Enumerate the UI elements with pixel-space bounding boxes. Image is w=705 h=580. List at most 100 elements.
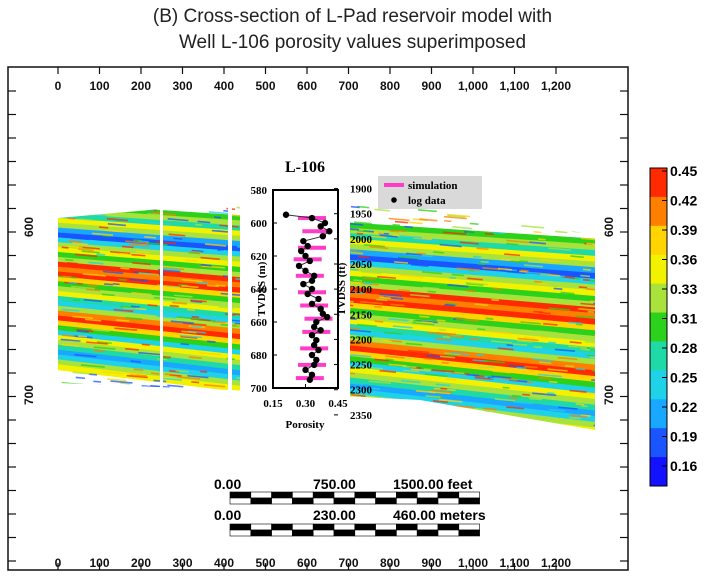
porosity-streak [73, 419, 97, 423]
porosity-streak [537, 373, 562, 378]
porosity-streak [61, 246, 69, 249]
porosity-streak [67, 217, 76, 220]
porosity-streak [422, 438, 437, 441]
porosity-streak [435, 359, 446, 363]
porosity-streak [558, 212, 576, 216]
log-data-point [321, 219, 329, 227]
porosity-streak [383, 296, 404, 300]
porosity-streak [505, 436, 525, 439]
porosity-streak [392, 234, 399, 237]
frame-x-tick-label-top: 1,000 [458, 79, 488, 93]
porosity-streak [560, 291, 575, 295]
porosity-streak [122, 274, 137, 278]
porosity-streak [492, 287, 502, 290]
porosity-streak [536, 211, 555, 215]
porosity-streak [74, 412, 83, 416]
porosity-streak [534, 280, 543, 283]
porosity-streak [233, 313, 242, 316]
porosity-streak [207, 340, 216, 343]
porosity-streak [346, 285, 367, 289]
porosity-streak [443, 215, 467, 220]
porosity-streak [358, 336, 367, 339]
porosity-streak [466, 232, 485, 236]
porosity-streak [441, 361, 449, 364]
log-data-point [302, 252, 309, 260]
scale-bar-segment [229, 529, 252, 537]
porosity-streak [562, 203, 576, 204]
porosity-streak [85, 201, 93, 203]
porosity-streak [400, 274, 424, 279]
porosity-streak [401, 357, 412, 360]
porosity-streak [66, 209, 89, 213]
log-data-point [297, 247, 305, 255]
porosity-streak [508, 364, 526, 368]
porosity-streak [61, 304, 77, 308]
porosity-streak [388, 339, 402, 343]
porosity-streak [425, 395, 441, 398]
porosity-streak [353, 432, 369, 435]
porosity-streak [561, 276, 575, 279]
porosity-streak [192, 400, 217, 405]
porosity-streak [442, 409, 456, 412]
porosity-streak [482, 266, 501, 271]
porosity-streak [497, 267, 512, 271]
porosity-streak [408, 221, 423, 225]
porosity-streak [506, 344, 514, 347]
porosity-streak [134, 404, 156, 409]
porosity-streak [410, 368, 431, 372]
scale-bar-segment [312, 523, 335, 531]
porosity-streak [399, 255, 420, 260]
porosity-streak [86, 341, 108, 345]
scale-bar-segment [437, 523, 460, 531]
porosity-streak [343, 440, 357, 443]
porosity-streak [99, 226, 109, 229]
porosity-streak [389, 230, 400, 233]
porosity-streak [116, 418, 131, 422]
porosity-streak [184, 259, 198, 262]
scale-bar-segment [250, 497, 272, 505]
porosity-streak [374, 305, 382, 309]
porosity-streak [390, 303, 405, 307]
porosity-streak [88, 261, 104, 265]
frame-x-tick-label-top: 0 [55, 79, 62, 93]
porosity-streak [432, 400, 449, 404]
porosity-streak [152, 440, 168, 443]
section-frame: 0 0 100 100 200 200 300 300 400 400 500 500 600 600 70… [7, 66, 629, 571]
log-data-point [315, 346, 322, 354]
frame-x-tick-label-top: 500 [255, 79, 275, 93]
porosity-streak [187, 330, 207, 334]
porosity-streak [97, 384, 116, 388]
frame-x-tick-label-top: 300 [172, 79, 192, 93]
porosity-streak [191, 325, 203, 328]
porosity-streak [510, 260, 522, 263]
scale-bar-segment [437, 529, 460, 537]
porosity-streak [351, 394, 366, 397]
porosity-streak [376, 298, 388, 302]
well-log-panel: L-106 580 600 620 640 660 680 700 1900 1950 2000 20… [240, 159, 482, 433]
porosity-streak [497, 416, 517, 420]
porosity-streak [453, 238, 463, 241]
scale-bar-segment [416, 491, 439, 499]
colorbar-label: 0.45 [670, 163, 697, 179]
porosity-streak [68, 240, 82, 243]
porosity-streak [586, 242, 595, 247]
porosity-streak [379, 369, 397, 373]
porosity-streak [476, 247, 489, 251]
porosity-streak [135, 250, 151, 254]
porosity-streak [65, 258, 74, 262]
colorbar-label: 0.28 [670, 340, 697, 356]
porosity-streak [395, 377, 418, 382]
porosity-streak [63, 389, 74, 392]
porosity-streak [572, 230, 581, 233]
porosity-streak [205, 428, 226, 430]
scale-bar-segment [229, 523, 252, 531]
porosity-streak [494, 398, 516, 402]
scale-bar-label: 0.00 [214, 476, 241, 492]
porosity-streak [187, 427, 199, 430]
porosity-colorbar: 0.45 0.42 0.39 0.36 0.33 0.31 0.28 0.25 0.22 0.19… [649, 163, 697, 487]
porosity-streak [191, 315, 200, 319]
frame-x-tick-label-bottom: 400 [214, 556, 234, 570]
scale-bar-segment [396, 529, 418, 537]
porosity-streak [469, 222, 479, 226]
porosity-streak [144, 235, 157, 239]
